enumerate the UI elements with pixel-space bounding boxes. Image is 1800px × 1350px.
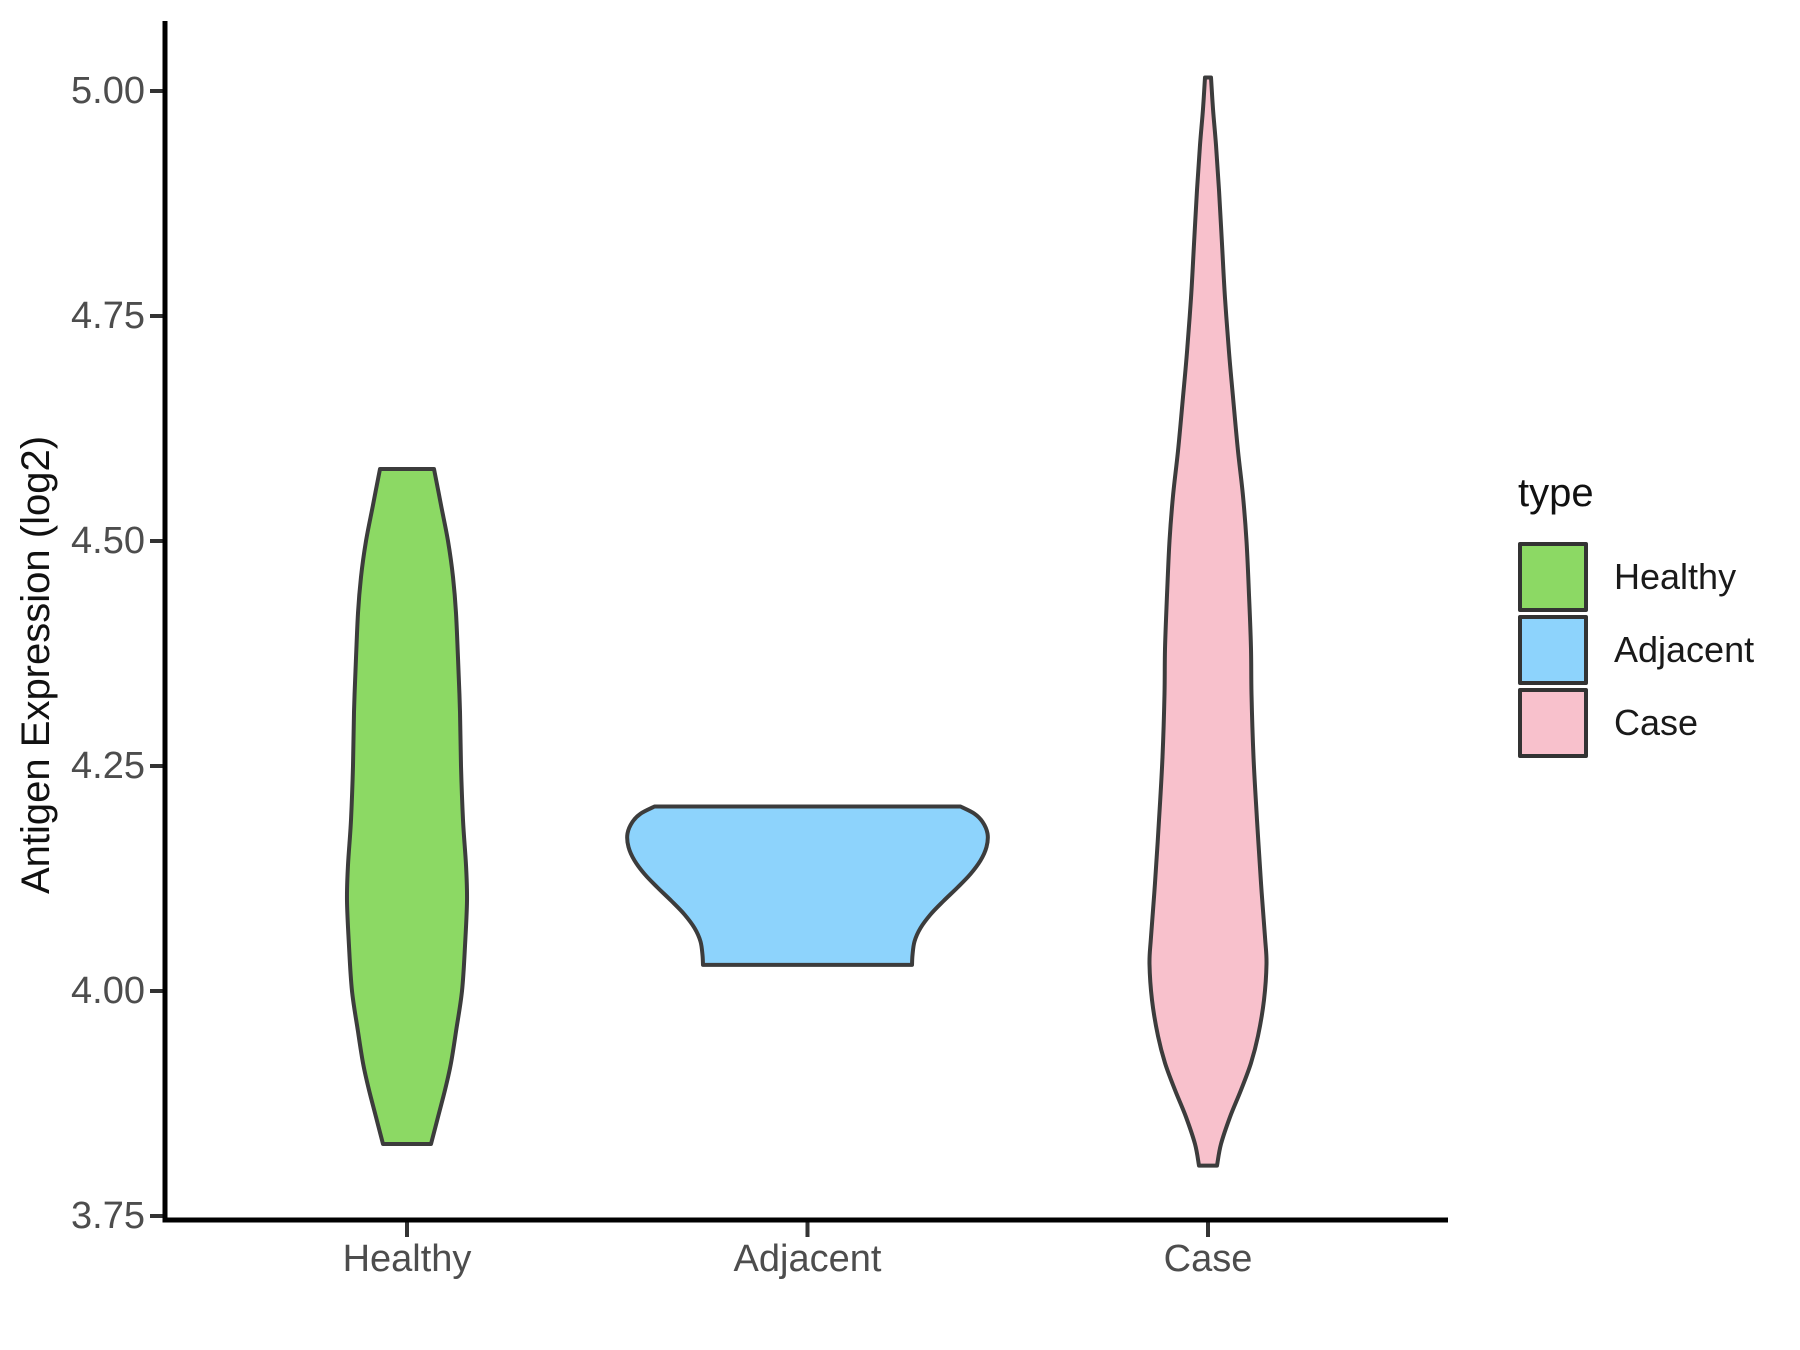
violin-shapes	[344, 75, 1269, 1168]
legend: type Healthy Adjacent Case	[1518, 470, 1754, 761]
legend-items: Healthy Adjacent Case	[1518, 542, 1754, 758]
legend-label: Adjacent	[1614, 629, 1755, 670]
axis-ticks	[150, 89, 1210, 1237]
x-tick-label-healthy: Healthy	[342, 1238, 472, 1280]
y-axis-title: Antigen Expression (log2)	[14, 435, 58, 895]
legend-item-healthy: Healthy	[1518, 542, 1754, 612]
legend-item-case: Case	[1518, 688, 1754, 758]
y-tick-label: 4.00	[71, 970, 145, 1012]
y-tick-label: 4.50	[71, 520, 145, 562]
legend-label: Healthy	[1614, 556, 1737, 597]
legend-swatch-case	[1518, 688, 1588, 758]
legend-swatch-adjacent	[1518, 615, 1588, 685]
violin-case	[1147, 75, 1269, 1168]
y-tick-label: 5.00	[71, 70, 145, 112]
legend-swatch-healthy	[1518, 542, 1588, 612]
legend-title: type	[1518, 471, 1594, 515]
legend-item-adjacent: Adjacent	[1518, 615, 1754, 685]
y-tick-label: 4.75	[71, 295, 145, 337]
violin-healthy	[344, 467, 470, 1146]
y-tick-label: 4.25	[71, 745, 145, 787]
violin-adjacent	[625, 804, 990, 967]
y-tick-label: 3.75	[71, 1195, 145, 1237]
x-tick-label-case: Case	[1163, 1238, 1253, 1280]
legend-label: Case	[1614, 702, 1699, 743]
x-tick-label-adjacent: Adjacent	[733, 1238, 882, 1280]
